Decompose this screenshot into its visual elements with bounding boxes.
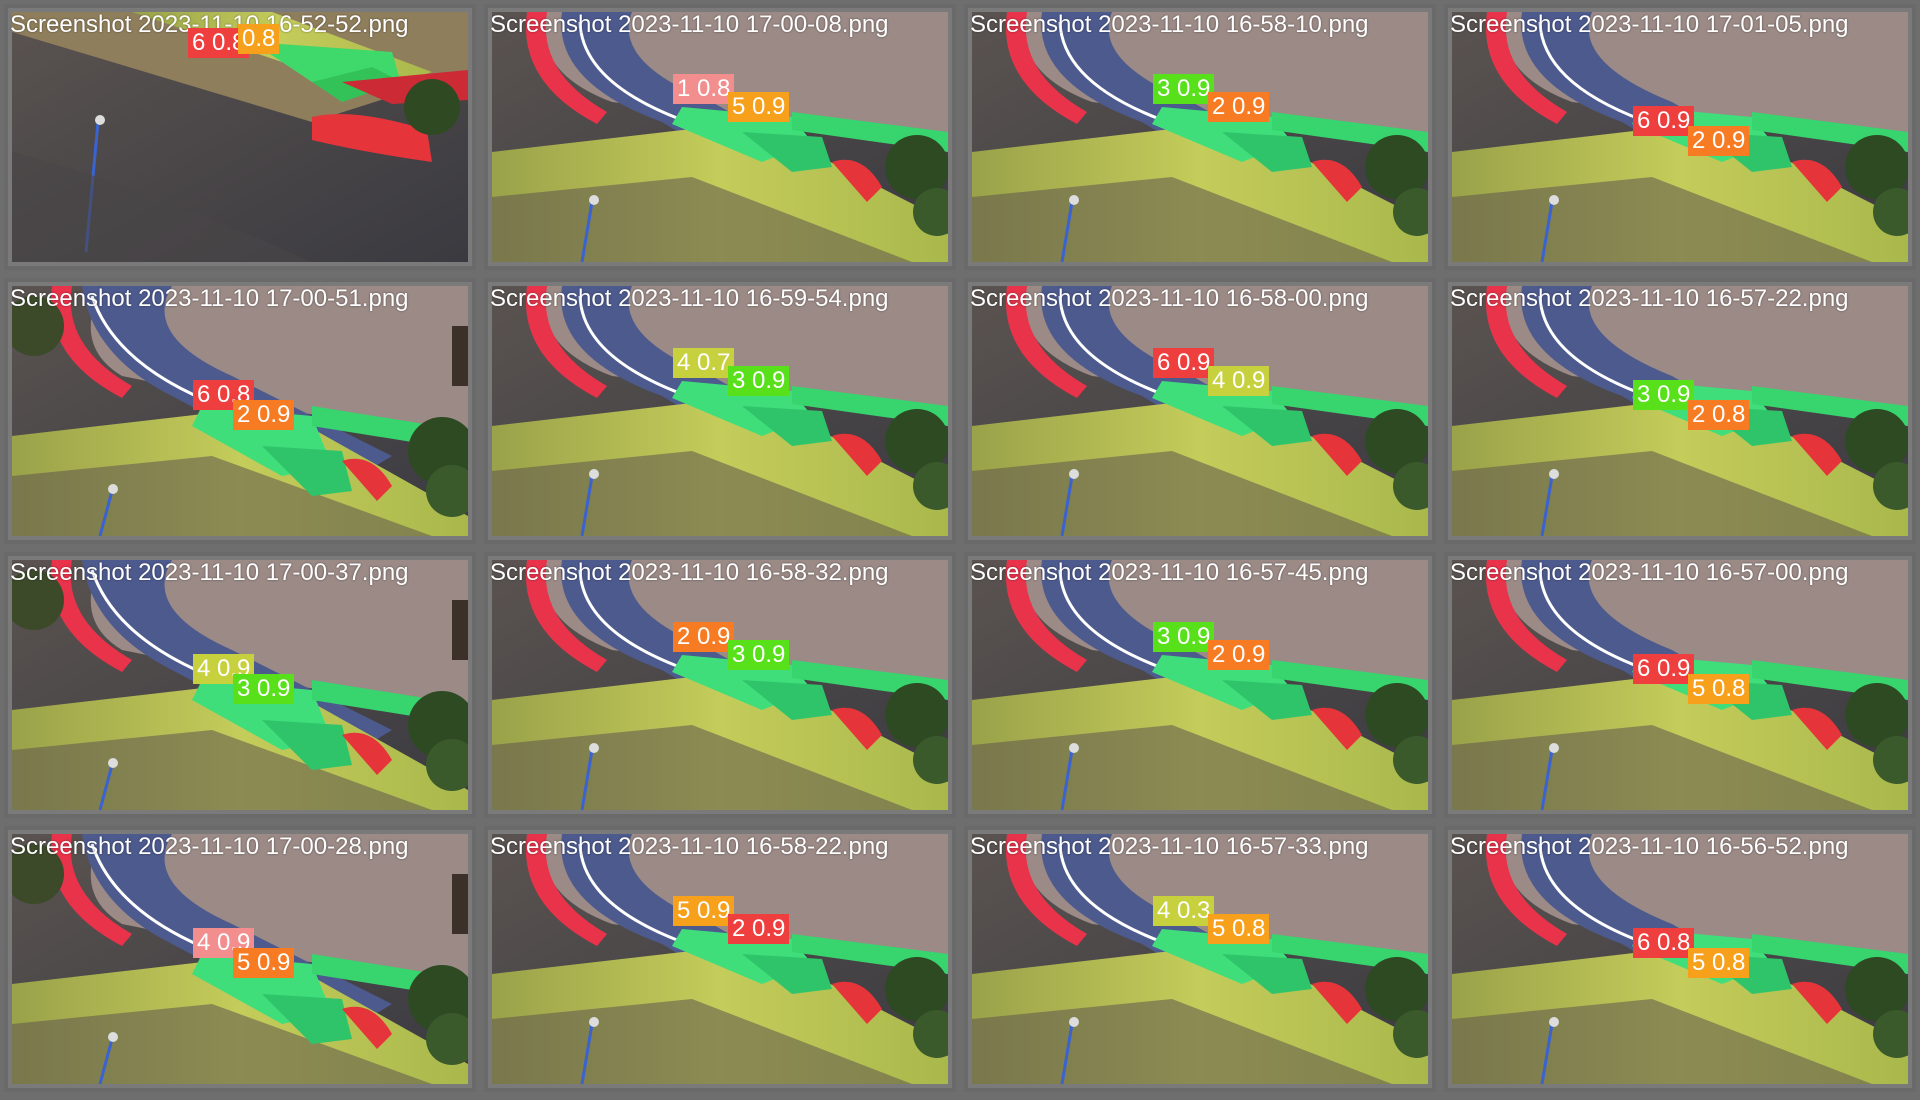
detection-label: 2 0.9 — [673, 622, 735, 652]
filename-label: Screenshot 2023-11-10 16-58-32.png — [490, 559, 889, 586]
filename-label: Screenshot 2023-11-10 17-01-05.png — [1450, 11, 1849, 38]
screenshot-tile[interactable]: Screenshot 2023-11-10 16-52-52.png 6 0.8 0… — [4, 4, 476, 270]
detection-label: 3 0.9 — [233, 674, 295, 704]
detection-label: 4 0.9 — [1208, 366, 1270, 396]
screenshot-tile[interactable]: Screenshot 2023-11-10 17-00-51.png 6 0.8 2… — [4, 278, 476, 544]
detection-label: 5 0.8 — [1688, 948, 1750, 978]
screenshot-tile[interactable]: Screenshot 2023-11-10 16-57-45.png 3 0.9 2… — [964, 552, 1436, 818]
screenshot-tile[interactable]: Screenshot 2023-11-10 16-56-52.png 6 0.8 5… — [1444, 826, 1916, 1092]
detection-label: 6 0.9 — [1153, 348, 1215, 378]
detection-label: 5 0.9 — [233, 948, 295, 978]
screenshot-tile[interactable]: Screenshot 2023-11-10 16-57-22.png 3 0.9 2… — [1444, 278, 1916, 544]
screenshot-tile[interactable]: Screenshot 2023-11-10 16-59-54.png 4 0.7 3… — [484, 278, 956, 544]
detection-label: 3 0.9 — [1153, 622, 1215, 652]
detection-label: 4 0.7 — [673, 348, 735, 378]
detection-label: 0.8 — [238, 24, 280, 54]
detection-label: 6 0.9 — [1633, 654, 1695, 684]
scene-image — [8, 834, 472, 1085]
scene-image — [492, 286, 952, 537]
scene-image — [492, 12, 952, 263]
filename-label: Screenshot 2023-11-10 16-57-22.png — [1450, 285, 1849, 312]
scene-image — [1452, 12, 1912, 263]
detection-label: 3 0.9 — [1633, 380, 1695, 410]
detection-label: 3 0.9 — [728, 366, 790, 396]
filename-label: Screenshot 2023-11-10 16-57-45.png — [970, 559, 1369, 586]
screenshot-tile[interactable]: Screenshot 2023-11-10 16-57-33.png 4 0.3 5… — [964, 826, 1436, 1092]
scene-image — [972, 12, 1432, 263]
filename-label: Screenshot 2023-11-10 17-00-51.png — [10, 285, 409, 312]
screenshot-tile[interactable]: Screenshot 2023-11-10 16-58-10.png 3 0.9 2… — [964, 4, 1436, 270]
detection-label: 6 0.8 — [1633, 928, 1695, 958]
detection-label: 2 0.9 — [1688, 126, 1750, 156]
screenshot-tile[interactable]: Screenshot 2023-11-10 17-00-08.png 1 0.8 5… — [484, 4, 956, 270]
screenshot-tile[interactable]: Screenshot 2023-11-10 16-58-00.png 6 0.9 4… — [964, 278, 1436, 544]
detection-label: 3 0.9 — [728, 640, 790, 670]
detection-label: 2 0.9 — [728, 914, 790, 944]
scene-image — [492, 834, 952, 1085]
detection-label: 2 0.9 — [233, 400, 295, 430]
filename-label: Screenshot 2023-11-10 17-00-37.png — [10, 559, 409, 586]
scene-image — [1452, 560, 1912, 811]
filename-label: Screenshot 2023-11-10 17-00-08.png — [490, 11, 889, 38]
detection-label: 5 0.9 — [728, 92, 790, 122]
scene-image — [972, 286, 1432, 537]
detection-label: 4 0.3 — [1153, 896, 1215, 926]
screenshot-tile[interactable]: Screenshot 2023-11-10 16-57-00.png 6 0.9 5… — [1444, 552, 1916, 818]
filename-label: Screenshot 2023-11-10 16-58-22.png — [490, 833, 889, 860]
scene-image — [8, 286, 472, 537]
filename-label: Screenshot 2023-11-10 16-56-52.png — [1450, 833, 1849, 860]
screenshot-tile[interactable]: Screenshot 2023-11-10 17-00-28.png 4 0.9 5… — [4, 826, 476, 1092]
detection-label: 2 0.8 — [1688, 400, 1750, 430]
screenshot-tile[interactable]: Screenshot 2023-11-10 16-58-32.png 2 0.9 3… — [484, 552, 956, 818]
scene-image — [1452, 286, 1912, 537]
detection-label: 2 0.9 — [1208, 92, 1270, 122]
screenshot-tile[interactable]: Screenshot 2023-11-10 17-00-37.png 4 0.9 3… — [4, 552, 476, 818]
filename-label: Screenshot 2023-11-10 16-57-33.png — [970, 833, 1369, 860]
scene-image — [492, 560, 952, 811]
scene-image — [1452, 834, 1912, 1085]
detection-label: 3 0.9 — [1153, 74, 1215, 104]
detection-label: 6 0.9 — [1633, 106, 1695, 136]
detection-label: 1 0.8 — [673, 74, 735, 104]
screenshot-tile[interactable]: Screenshot 2023-11-10 17-01-05.png 6 0.9 2… — [1444, 4, 1916, 270]
scene-image — [972, 834, 1432, 1085]
detection-label: 5 0.9 — [673, 896, 735, 926]
filename-label: Screenshot 2023-11-10 16-58-00.png — [970, 285, 1369, 312]
detection-label: 2 0.9 — [1208, 640, 1270, 670]
filename-label: Screenshot 2023-11-10 17-00-28.png — [10, 833, 409, 860]
filename-label: Screenshot 2023-11-10 16-59-54.png — [490, 285, 889, 312]
filename-label: Screenshot 2023-11-10 16-58-10.png — [970, 11, 1369, 38]
filename-label: Screenshot 2023-11-10 16-57-00.png — [1450, 559, 1849, 586]
scene-image — [972, 560, 1432, 811]
screenshot-tile[interactable]: Screenshot 2023-11-10 16-58-22.png 5 0.9 2… — [484, 826, 956, 1092]
detection-label: 5 0.8 — [1688, 674, 1750, 704]
detection-label: 5 0.8 — [1208, 914, 1270, 944]
